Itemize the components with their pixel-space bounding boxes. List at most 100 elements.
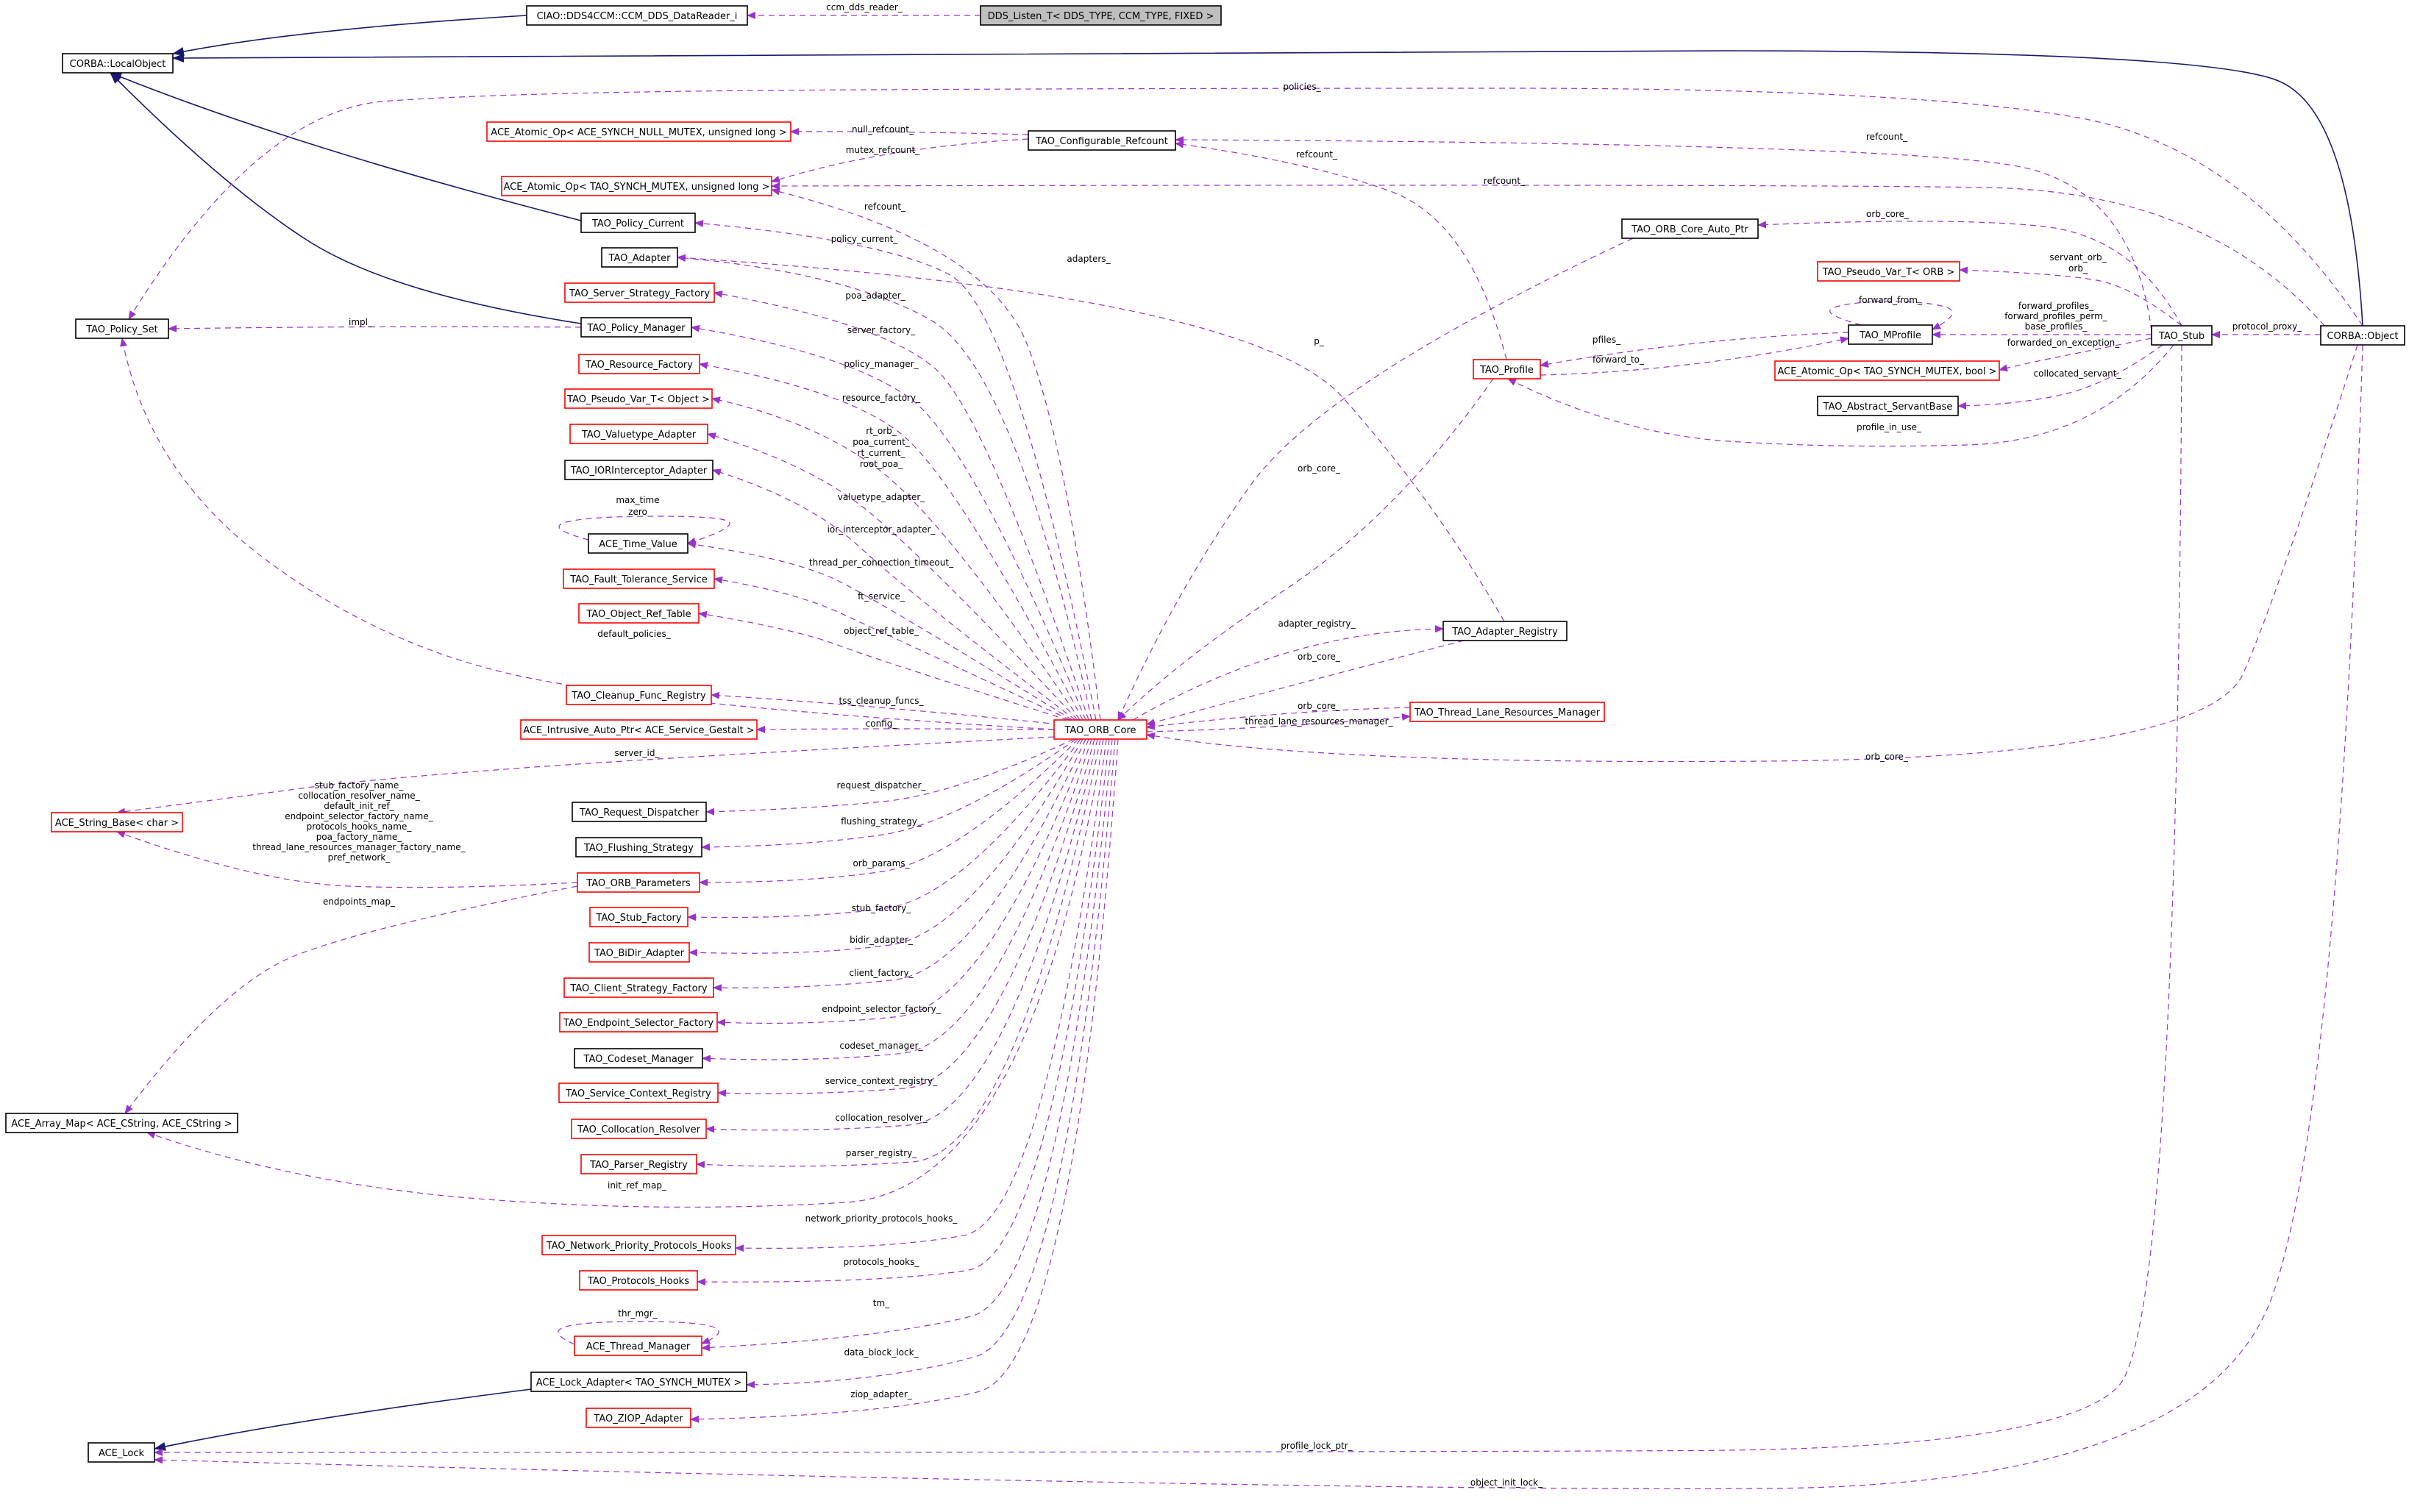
class-box[interactable] xyxy=(588,533,688,554)
class-node-ciao-reader[interactable]: CIAO::DDS4CCM::CCM_DDS_DataReader_i xyxy=(526,5,748,26)
class-node-codeset-manager[interactable]: TAO_Codeset_Manager xyxy=(574,1048,703,1069)
class-box[interactable] xyxy=(1442,621,1568,641)
class-box[interactable] xyxy=(1409,702,1605,722)
class-node-ior-interceptor-adapter[interactable]: TAO_IORInterceptor_Adapter xyxy=(564,460,714,480)
class-node-atomic-bool[interactable]: ACE_Atomic_Op< TAO_SYNCH_MUTEX, bool > xyxy=(1774,360,2000,381)
class-box[interactable] xyxy=(578,603,700,624)
class-box[interactable] xyxy=(577,872,700,893)
class-box[interactable] xyxy=(580,1154,697,1174)
class-box[interactable] xyxy=(588,942,690,963)
class-node-ace-lock[interactable]: ACE_Lock xyxy=(88,1442,155,1463)
class-box[interactable] xyxy=(520,719,758,740)
class-node-pseudo-var-object[interactable]: TAO_Pseudo_Var_T< Object > xyxy=(564,388,713,409)
class-box[interactable] xyxy=(589,907,688,927)
class-node-orb-parameters[interactable]: TAO_ORB_Parameters xyxy=(577,872,700,893)
class-node-collocation-resolver[interactable]: TAO_Collocation_Resolver xyxy=(571,1119,707,1139)
class-node-lock-adapter[interactable]: ACE_Lock_Adapter< TAO_SYNCH_MUTEX > xyxy=(530,1372,747,1392)
class-node-policy-manager[interactable]: TAO_Policy_Manager xyxy=(580,317,692,338)
class-box[interactable] xyxy=(2151,325,2213,346)
class-node-configurable-refcount[interactable]: TAO_Configurable_Refcount xyxy=(1028,130,1176,151)
class-box[interactable] xyxy=(601,247,678,268)
class-box[interactable] xyxy=(980,5,1222,26)
class-node-service-context-registry[interactable]: TAO_Service_Context_Registry xyxy=(558,1083,719,1103)
class-box[interactable] xyxy=(575,837,702,857)
class-box[interactable] xyxy=(558,1083,719,1103)
class-box[interactable] xyxy=(5,1113,238,1133)
class-box[interactable] xyxy=(564,282,715,303)
class-node-bidir-adapter[interactable]: TAO_BiDir_Adapter xyxy=(588,942,690,963)
class-box[interactable] xyxy=(1028,130,1176,151)
class-node-thread-manager[interactable]: ACE_Thread_Manager xyxy=(574,1336,702,1356)
class-box[interactable] xyxy=(563,977,714,998)
class-box[interactable] xyxy=(572,802,707,822)
class-box[interactable] xyxy=(51,812,183,832)
class-box[interactable] xyxy=(563,568,715,589)
class-box[interactable] xyxy=(75,318,169,339)
class-box[interactable] xyxy=(1817,396,1959,416)
class-box[interactable] xyxy=(578,354,700,374)
class-node-server-strategy-factory[interactable]: TAO_Server_Strategy_Factory xyxy=(564,282,715,303)
class-box[interactable] xyxy=(580,317,692,338)
class-node-atomic-mutex[interactable]: ACE_Atomic_Op< TAO_SYNCH_MUTEX, unsigned… xyxy=(501,176,772,196)
class-node-atomic-null[interactable]: ACE_Atomic_Op< ACE_SYNCH_NULL_MUTEX, uns… xyxy=(486,121,791,142)
class-box[interactable] xyxy=(2320,325,2405,346)
class-node-cleanup-func-registry[interactable]: TAO_Cleanup_Func_Registry xyxy=(566,685,712,705)
class-box[interactable] xyxy=(1473,359,1541,379)
class-node-protocols-hooks[interactable]: TAO_Protocols_Hooks xyxy=(579,1270,698,1291)
class-node-network-priority-hooks[interactable]: TAO_Network_Priority_Protocols_Hooks xyxy=(541,1235,736,1255)
class-node-parser-registry[interactable]: TAO_Parser_Registry xyxy=(580,1154,697,1174)
class-node-client-strategy-factory[interactable]: TAO_Client_Strategy_Factory xyxy=(563,977,714,998)
class-node-stub[interactable]: TAO_Stub xyxy=(2151,325,2213,346)
class-box[interactable] xyxy=(1774,360,2000,381)
class-node-mprofile[interactable]: TAO_MProfile xyxy=(1848,324,1933,345)
class-node-policy-current[interactable]: TAO_Policy_Current xyxy=(580,213,696,233)
class-box[interactable] xyxy=(486,121,791,142)
class-box[interactable] xyxy=(571,1119,707,1139)
class-box[interactable] xyxy=(559,1012,718,1033)
class-box[interactable] xyxy=(574,1048,703,1069)
class-node-ziop-adapter[interactable]: TAO_ZIOP_Adapter xyxy=(586,1408,691,1428)
class-box[interactable] xyxy=(526,5,748,26)
class-box[interactable] xyxy=(1817,261,1960,282)
class-box[interactable] xyxy=(564,460,714,480)
class-node-request-dispatcher[interactable]: TAO_Request_Dispatcher xyxy=(572,802,707,822)
class-node-string-base[interactable]: ACE_String_Base< char > xyxy=(51,812,183,832)
class-node-stub-factory[interactable]: TAO_Stub_Factory xyxy=(589,907,688,927)
class-box[interactable] xyxy=(1621,218,1759,239)
class-node-resource-factory[interactable]: TAO_Resource_Factory xyxy=(578,354,700,374)
class-node-orb-core-auto-ptr[interactable]: TAO_ORB_Core_Auto_Ptr xyxy=(1621,218,1759,239)
class-node-thread-lane-resources-manager[interactable]: TAO_Thread_Lane_Resources_Manager xyxy=(1409,702,1605,722)
class-node-time-value[interactable]: ACE_Time_Value xyxy=(588,533,688,554)
class-node-profile[interactable]: TAO_Profile xyxy=(1473,359,1541,379)
class-box[interactable] xyxy=(88,1442,155,1463)
class-node-array-map[interactable]: ACE_Array_Map< ACE_CString, ACE_CString … xyxy=(5,1113,238,1133)
class-box[interactable] xyxy=(580,213,696,233)
class-box[interactable] xyxy=(530,1372,747,1392)
class-box[interactable] xyxy=(579,1270,698,1291)
class-node-dds-listen[interactable]: DDS_Listen_T< DDS_TYPE, CCM_TYPE, FIXED … xyxy=(980,5,1222,26)
class-node-corba-object[interactable]: CORBA::Object xyxy=(2320,325,2405,346)
class-node-adapter[interactable]: TAO_Adapter xyxy=(601,247,678,268)
class-node-local-object[interactable]: CORBA::LocalObject xyxy=(62,53,174,74)
class-node-flushing-strategy[interactable]: TAO_Flushing_Strategy xyxy=(575,837,702,857)
class-box[interactable] xyxy=(564,388,713,409)
class-box[interactable] xyxy=(569,424,708,444)
class-node-adapter-registry[interactable]: TAO_Adapter_Registry xyxy=(1442,621,1568,641)
class-box[interactable] xyxy=(501,176,772,196)
class-box[interactable] xyxy=(62,53,174,74)
class-box[interactable] xyxy=(574,1336,702,1356)
class-box[interactable] xyxy=(541,1235,736,1255)
class-node-object-ref-table[interactable]: TAO_Object_Ref_Table xyxy=(578,603,700,624)
class-node-intrusive-auto-ptr[interactable]: ACE_Intrusive_Auto_Ptr< ACE_Service_Gest… xyxy=(520,719,758,740)
class-box[interactable] xyxy=(586,1408,691,1428)
class-box[interactable] xyxy=(566,685,712,705)
class-node-pseudo-var-orb[interactable]: TAO_Pseudo_Var_T< ORB > xyxy=(1817,261,1960,282)
class-node-endpoint-selector-factory[interactable]: TAO_Endpoint_Selector_Factory xyxy=(559,1012,718,1033)
class-box[interactable] xyxy=(1848,324,1933,345)
class-node-fault-tolerance[interactable]: TAO_Fault_Tolerance_Service xyxy=(563,568,715,589)
class-node-valuetype-adapter[interactable]: TAO_Valuetype_Adapter xyxy=(569,424,708,444)
class-node-policy-set[interactable]: TAO_Policy_Set xyxy=(75,318,169,339)
class-node-orb-core[interactable]: TAO_ORB_Core xyxy=(1053,719,1147,740)
class-box[interactable] xyxy=(1053,719,1147,740)
class-node-abstract-servant-base[interactable]: TAO_Abstract_ServantBase xyxy=(1817,396,1959,416)
